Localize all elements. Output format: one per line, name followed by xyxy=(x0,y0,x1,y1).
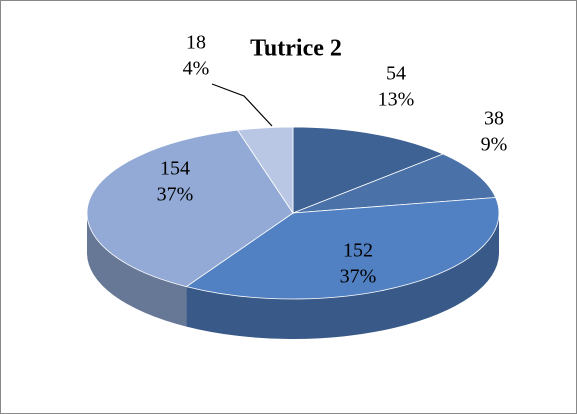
slice xyxy=(292,126,445,214)
slice-side xyxy=(87,213,187,327)
slice-side xyxy=(186,213,499,339)
data-label: 54 xyxy=(386,63,406,85)
data-label: 152 xyxy=(343,240,373,262)
pie xyxy=(86,126,500,339)
slice xyxy=(86,129,294,288)
chart-title: Tutrice 2 xyxy=(250,36,342,62)
percent-label: 37% xyxy=(157,184,194,206)
data-label: 18 xyxy=(186,32,206,54)
slice xyxy=(292,153,497,214)
slice xyxy=(236,126,294,215)
percent-label: 37% xyxy=(340,266,377,288)
slice xyxy=(185,197,500,300)
leader-line xyxy=(211,83,273,127)
percent-label: 13% xyxy=(378,89,415,111)
percent-label: 9% xyxy=(481,134,508,156)
percent-label: 4% xyxy=(183,58,210,80)
data-label: 154 xyxy=(160,158,190,180)
data-label: 38 xyxy=(484,108,504,130)
